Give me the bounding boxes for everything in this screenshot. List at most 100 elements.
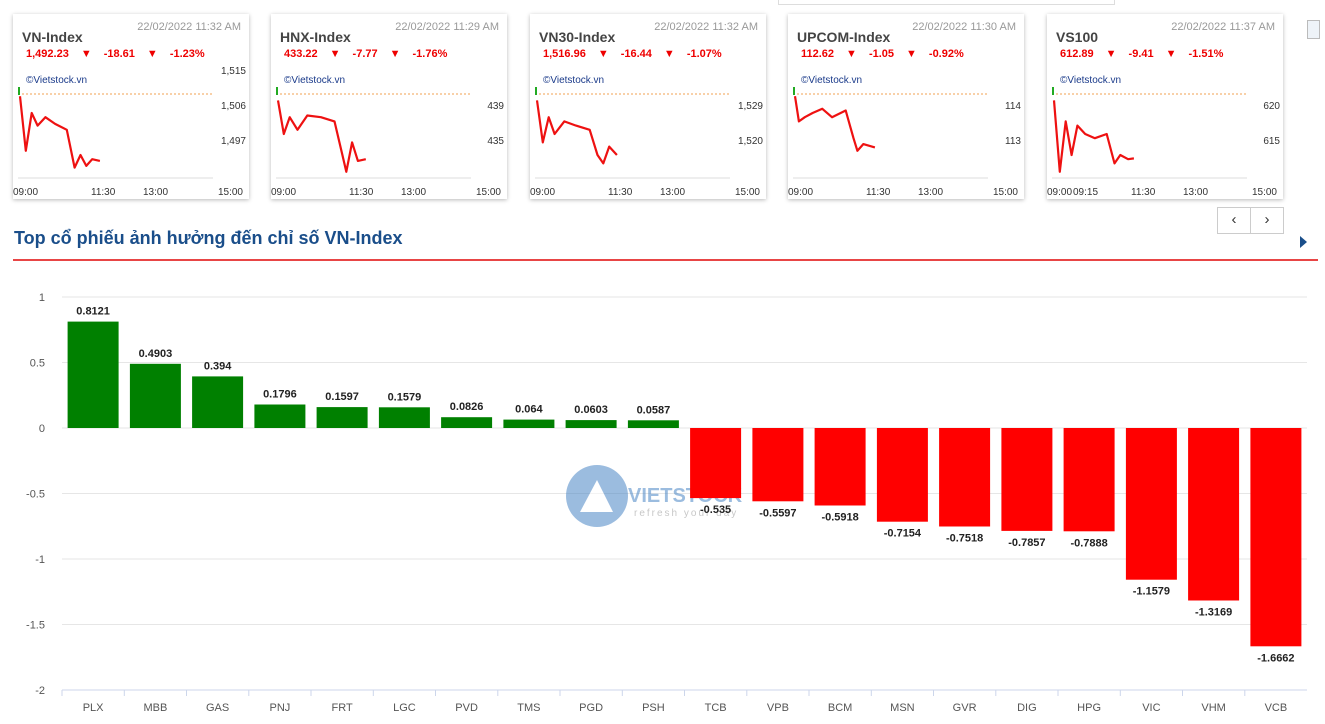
- sparkline-chart: 1,515 1,506 1,497 09:00 11:30 13:00 15:00: [13, 66, 246, 198]
- x-tick-label: 15:00: [735, 187, 760, 198]
- brand-label: ©Vietstock.vn: [543, 75, 605, 86]
- brand-label: ©Vietstock.vn: [284, 75, 346, 86]
- bar-tms: [503, 419, 555, 428]
- data-label: 0.4903: [139, 348, 173, 360]
- index-change-pct: -0.92%: [928, 48, 964, 60]
- index-name: VS100: [1056, 29, 1099, 45]
- y-tick-label: 1: [39, 292, 45, 304]
- x-tick-label: 15:00: [218, 187, 243, 198]
- sparkline-series: [535, 100, 618, 165]
- bar-vic: [1125, 428, 1177, 580]
- index-values: 1,516.96 ▼ -16.44 ▼ -1.07%: [543, 48, 734, 60]
- y-tick-label: 1,529: [738, 101, 763, 112]
- brand-label: ©Vietstock.vn: [1060, 75, 1122, 86]
- y-tick-label: 1,506: [221, 101, 246, 112]
- data-label: 0.064: [515, 404, 543, 416]
- index-change: -1.05: [868, 48, 895, 60]
- index-value: 612.89: [1060, 48, 1094, 60]
- index-values: 612.89 ▼ -9.41 ▼ -1.51%: [1060, 48, 1235, 60]
- index-timestamp: 22/02/2022 11:32 AM: [137, 21, 241, 33]
- data-label: 0.0603: [574, 404, 608, 416]
- data-label: 0.0587: [637, 404, 671, 416]
- down-arrow-icon: ▼: [1165, 48, 1177, 60]
- open-marker: [793, 87, 795, 95]
- index-value: 1,492.23: [26, 48, 69, 60]
- bar-vhm: [1188, 428, 1240, 601]
- data-label: -1.6662: [1257, 652, 1294, 664]
- data-label: 0.1796: [263, 389, 297, 401]
- data-label: 0.1597: [325, 391, 359, 403]
- data-label: -0.5918: [821, 512, 858, 524]
- index-timestamp: 22/02/2022 11:32 AM: [654, 21, 758, 33]
- open-marker: [1052, 87, 1054, 95]
- category-label: VIC: [1142, 702, 1160, 714]
- y-tick-label: 1,520: [738, 136, 763, 147]
- down-arrow-icon: ▼: [906, 48, 917, 60]
- bar-gvr: [939, 428, 991, 527]
- category-label: PSH: [642, 702, 665, 714]
- data-label: -0.535: [700, 504, 731, 516]
- bar-psh: [627, 420, 679, 428]
- brand-label: ©Vietstock.vn: [801, 75, 863, 86]
- bar-dig: [1001, 428, 1053, 531]
- index-value: 433.22: [284, 48, 318, 60]
- y-tick-label: -1.5: [26, 620, 45, 632]
- index-change-pct: -1.07%: [686, 48, 722, 60]
- down-arrow-icon: ▼: [389, 48, 401, 60]
- index-change: -16.44: [620, 48, 652, 60]
- watermark-arrow-icon: [580, 480, 613, 512]
- x-tick-label: 09:00: [13, 187, 38, 198]
- category-label: TCB: [705, 702, 727, 714]
- down-arrow-icon: ▼: [597, 48, 609, 60]
- bar-mbb: [129, 363, 181, 428]
- x-tick-label: 09:00: [271, 187, 296, 198]
- category-label: MBB: [143, 702, 167, 714]
- category-label: PNJ: [270, 702, 291, 714]
- index-change: -9.41: [1128, 48, 1154, 60]
- down-arrow-icon: ▼: [663, 48, 675, 60]
- bar-tcb: [690, 428, 742, 499]
- bar-frt: [316, 407, 368, 428]
- category-label: PVD: [455, 702, 478, 714]
- y-tick-label: -2: [35, 685, 45, 697]
- x-tick-label: 11:30: [866, 187, 891, 198]
- index-value: 1,516.96: [543, 48, 586, 60]
- index-name: VN-Index: [22, 29, 83, 45]
- section-title: Top cổ phiếu ảnh hưởng đến chỉ số VN-Ind…: [14, 228, 403, 248]
- category-label: VCB: [1265, 702, 1288, 714]
- y-tick-label: 0.5: [30, 358, 45, 370]
- index-change: -18.61: [103, 48, 135, 60]
- x-tick-label: 09:00: [788, 187, 813, 198]
- index-card[interactable]: VS100 22/02/2022 11:37 AM 612.89 ▼ -9.41 ▼ -1.…: [1047, 14, 1283, 199]
- top-search-bar-edge: [778, 0, 1115, 5]
- category-label: BCM: [828, 702, 852, 714]
- index-card[interactable]: HNX-Index 22/02/2022 11:29 AM 433.22 ▼ -7.77…: [271, 14, 507, 199]
- index-values: 112.62 ▼ -1.05 ▼ -0.92%: [801, 48, 976, 60]
- sparkline-series: [793, 96, 876, 152]
- index-card[interactable]: VN30-Index 22/02/2022 11:32 AM 1,516.96 ▼ -1…: [530, 14, 766, 199]
- x-tick-label: 13:00: [660, 187, 685, 198]
- bar-gas: [192, 376, 244, 428]
- prev-button[interactable]: ‹: [1217, 207, 1251, 234]
- expand-arrow-icon[interactable]: [1300, 236, 1307, 248]
- sparkline-series: [276, 100, 367, 173]
- y-tick-label: 1,497: [221, 136, 246, 147]
- category-label: VHM: [1201, 702, 1225, 714]
- x-tick-label: 09:00: [530, 187, 555, 198]
- y-tick-label: 113: [1005, 136, 1021, 147]
- index-change: -7.77: [352, 48, 378, 60]
- index-timestamp: 22/02/2022 11:30 AM: [912, 21, 1016, 33]
- index-card[interactable]: VN-Index 22/02/2022 11:32 AM 1,492.23 ▼ -18.…: [13, 14, 249, 199]
- bar-hpg: [1063, 428, 1115, 532]
- down-arrow-icon: ▼: [846, 48, 857, 60]
- next-button[interactable]: ›: [1250, 207, 1284, 234]
- y-tick-label: 620: [1263, 101, 1280, 112]
- x-tick-label: 11:30: [608, 187, 633, 198]
- open-marker: [276, 87, 278, 95]
- index-card[interactable]: UPCOM-Index 22/02/2022 11:30 AM 112.62 ▼ -1.…: [788, 14, 1024, 199]
- sparkline-chart: 620 615 09:00 09:15 11:30 13:00 15:00: [1047, 87, 1280, 198]
- category-label: TMS: [517, 702, 540, 714]
- x-tick-label: 15:00: [993, 187, 1018, 198]
- data-label: -0.7154: [884, 528, 922, 540]
